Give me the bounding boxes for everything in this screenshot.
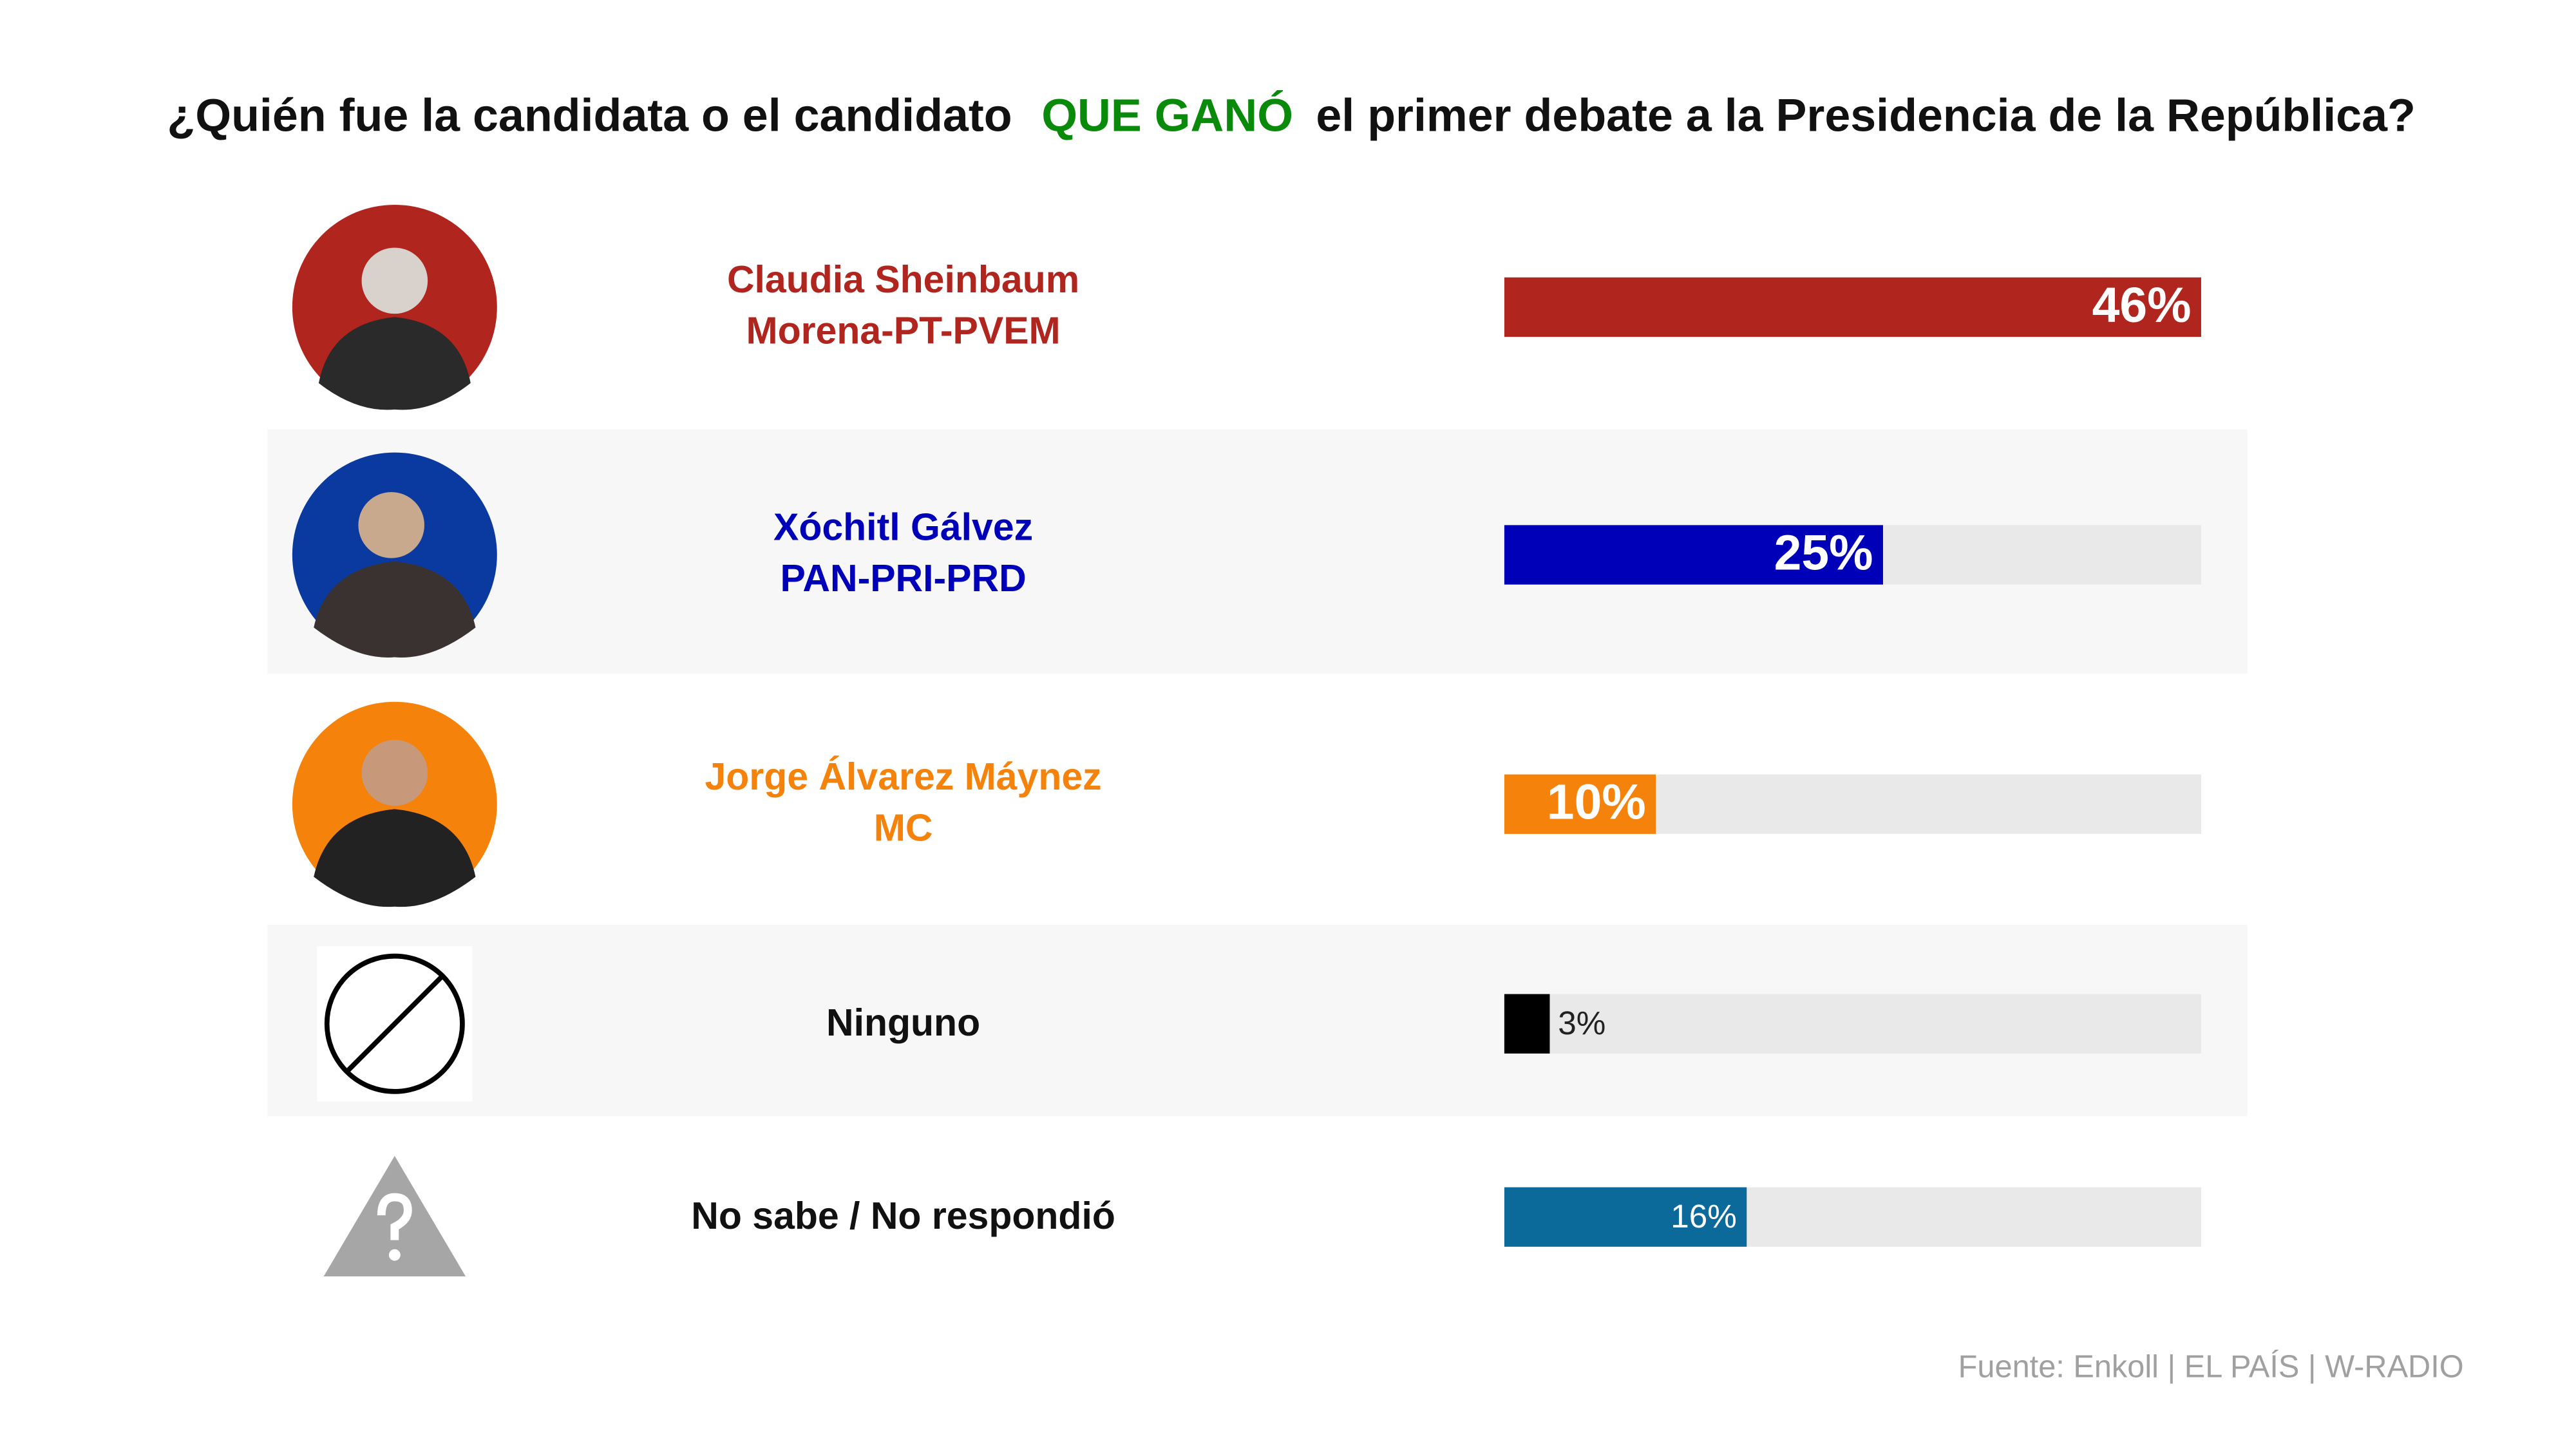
category-label: Xóchitl Gálvez	[773, 507, 1033, 549]
category-label: Ninguno	[826, 1002, 980, 1044]
title-part: el primer debate a la Presidencia de la …	[1316, 90, 2415, 142]
bar	[1504, 1187, 1747, 1247]
title-part: QUE GANÓ	[1041, 90, 1293, 142]
title-part: ¿Quién fue la candidata o el candidato	[167, 90, 1012, 142]
category-label: Claudia Sheinbaum	[727, 259, 1079, 301]
none-icon	[317, 946, 473, 1102]
unknown-icon	[323, 1155, 466, 1277]
candidate-photo	[292, 701, 497, 907]
bar	[1504, 994, 1550, 1054]
category-label: Jorge Álvarez Máynez	[705, 755, 1101, 798]
bar	[1504, 774, 1656, 834]
category-label: No sabe / No respondió	[691, 1195, 1115, 1237]
value-label: 25%	[1774, 525, 1873, 580]
bar-track	[1504, 994, 2201, 1054]
party-label: MC	[874, 807, 933, 849]
bar	[1504, 525, 1883, 585]
candidate-photo	[292, 452, 497, 658]
source: Fuente: Enkoll | EL PAÍS | W-RADIO	[1958, 1350, 2464, 1385]
party-label: PAN-PRI-PRD	[780, 558, 1026, 600]
chart-title: ¿Quién fue la candidata o el candidato Q…	[167, 90, 2415, 142]
value-label: 10%	[1547, 775, 1646, 830]
candidate-photo	[292, 204, 497, 410]
party-label: Morena-PT-PVEM	[746, 310, 1060, 352]
value-label: 16%	[1671, 1198, 1737, 1235]
bar	[1504, 277, 2201, 337]
value-label: 46%	[2092, 278, 2192, 333]
value-label: 3%	[1558, 1005, 1605, 1041]
